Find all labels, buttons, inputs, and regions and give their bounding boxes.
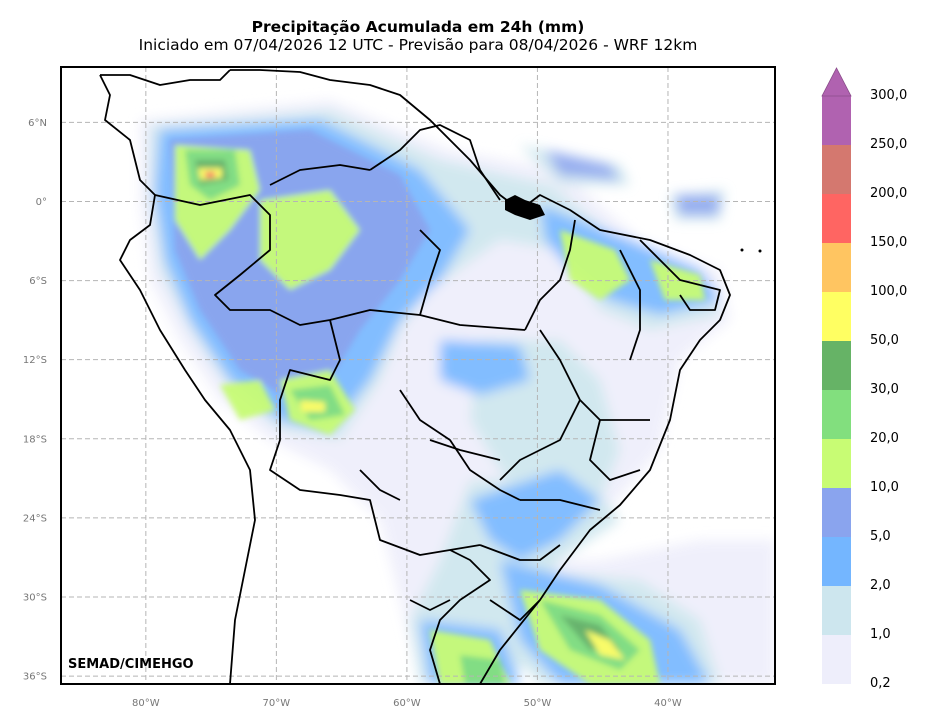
colorbar-label: 100,0 <box>870 284 908 299</box>
y-tick-label: 6°S <box>29 276 47 287</box>
colorbar-label: 5,0 <box>870 529 891 544</box>
y-tick-label: 12°S <box>23 355 47 366</box>
chart-subtitle: Iniciado em 07/04/2026 12 UTC - Previsão… <box>138 36 698 54</box>
colorbar-label: 300,0 <box>870 88 908 103</box>
island-marker <box>740 248 744 252</box>
country-borders <box>99 69 731 684</box>
colorbar-label: 50,0 <box>870 333 899 348</box>
colorbar-label: 20,0 <box>870 431 899 446</box>
credit-label: SEMAD/CIMEHGO <box>68 657 194 672</box>
colorbar <box>821 67 852 684</box>
colorbar-band <box>822 292 851 341</box>
colorbar-band <box>822 390 851 439</box>
colorbar-label: 0,2 <box>870 676 891 691</box>
y-tick-label: 30°S <box>23 592 47 603</box>
colorbar-band <box>822 194 851 243</box>
map-gridlines <box>61 67 775 684</box>
x-tick-label: 70°W <box>263 698 291 709</box>
colorbar-band <box>822 439 851 488</box>
x-tick-label: 50°W <box>524 698 552 709</box>
colorbar-band <box>822 635 851 684</box>
y-tick-label: 18°S <box>23 434 47 445</box>
map-frame <box>60 66 776 685</box>
colorbar-band <box>822 341 851 390</box>
colorbar-label: 250,0 <box>870 137 908 152</box>
x-tick-labels: 80°W 70°W 60°W 50°W 40°W <box>132 698 682 709</box>
x-tick-label: 40°W <box>654 698 682 709</box>
colorbar-band <box>822 488 851 537</box>
colorbar-band <box>822 586 851 635</box>
colorbar-label: 10,0 <box>870 480 899 495</box>
y-tick-label: 0° <box>36 197 47 208</box>
chart-title: Precipitação Acumulada em 24h (mm) <box>251 18 585 36</box>
colorbar-band <box>822 243 851 292</box>
colorbar-label: 1,0 <box>870 627 891 642</box>
colorbar-band <box>822 145 851 194</box>
colorbar-label: 30,0 <box>870 382 899 397</box>
island-marker <box>758 249 762 253</box>
colorbar-band <box>822 96 851 145</box>
y-tick-label: 36°S <box>23 672 47 683</box>
y-tick-label: 24°S <box>23 513 47 524</box>
x-tick-label: 60°W <box>393 698 421 709</box>
precip-field <box>140 100 775 684</box>
amazon-delta <box>505 195 545 220</box>
y-tick-labels: 6°N 0° 6°S 12°S 18°S 24°S 30°S 36°S <box>23 118 47 683</box>
colorbar-band <box>822 537 851 586</box>
colorbar-extend-arrow <box>821 67 852 97</box>
x-tick-label: 80°W <box>132 698 160 709</box>
y-tick-label: 6°N <box>28 118 47 129</box>
colorbar-label: 2,0 <box>870 578 891 593</box>
colorbar-label: 200,0 <box>870 186 908 201</box>
colorbar-label: 150,0 <box>870 235 908 250</box>
